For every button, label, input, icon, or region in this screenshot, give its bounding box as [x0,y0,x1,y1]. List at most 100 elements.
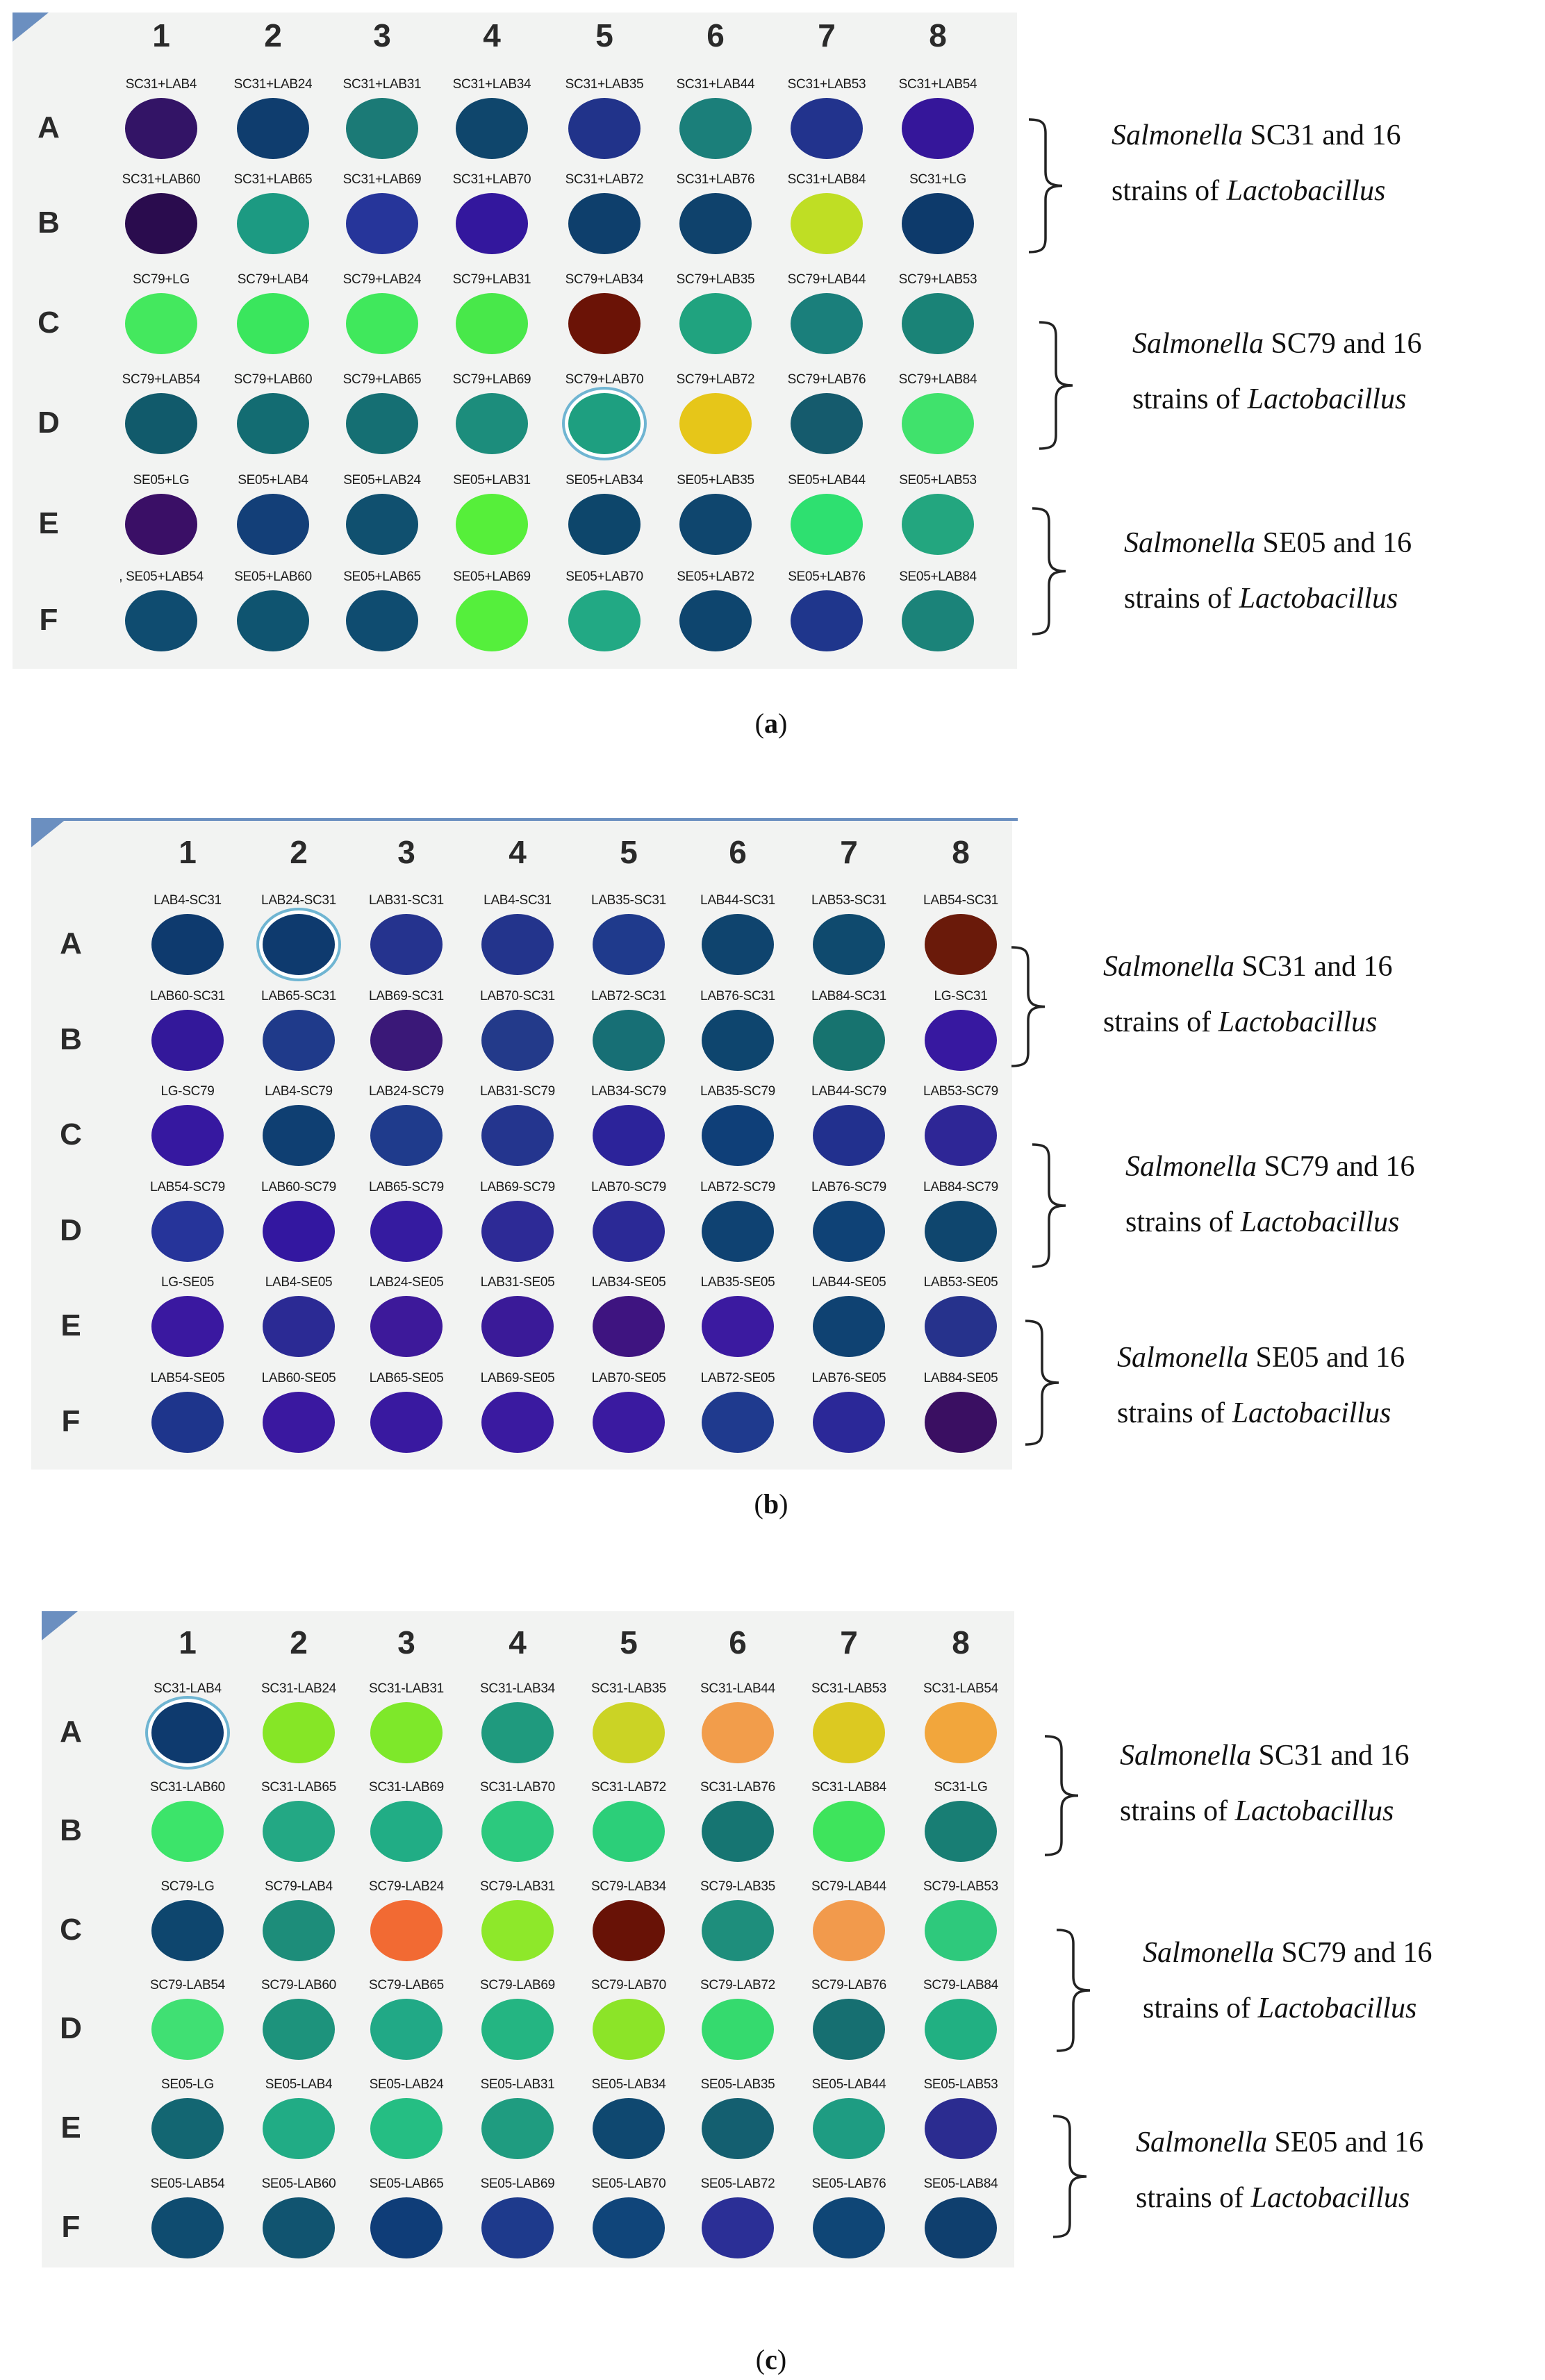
annotation-line-2: strains of Lactobacillus [1120,1795,1394,1827]
row-letter: C [38,306,60,340]
well [568,293,641,354]
column-number: 6 [729,834,747,870]
well-label: SE05+LAB76 [788,569,866,584]
row-letter: A [38,110,60,144]
column-number: 8 [929,17,947,53]
well-label: SC79+LAB24 [342,272,422,287]
column-number: 3 [397,1624,415,1661]
well [702,1801,774,1862]
column-number: 4 [483,17,501,53]
annotation-line-2: strains of Lactobacillus [1103,1006,1378,1038]
well-label: SE05+LAB60 [234,569,312,584]
well [791,293,863,354]
well-label: LAB60-SC31 [150,989,225,1004]
well-label: SC79+LG [133,272,190,287]
well-label: SC79-LAB60 [261,1978,336,1992]
well [481,2098,554,2159]
well [702,2098,774,2159]
annotation-line-1: Salmonella SC79 and 16 [1132,328,1422,360]
column-number: 7 [818,17,836,53]
well [593,1801,665,1862]
well [237,98,309,159]
well [593,1201,665,1262]
well [791,98,863,159]
well-label: LAB70-SC31 [480,989,555,1004]
well [593,1702,665,1763]
well-label: SC79-LAB84 [923,1978,998,1992]
well [925,1296,997,1357]
well [702,1702,774,1763]
well-label: LG-SC79 [160,1084,215,1099]
group-annotation: Salmonella SC79 and 16 strains of Lactoba… [1143,1925,1432,2036]
well [370,1296,443,1357]
well [370,1900,443,1961]
well [263,2197,335,2258]
well-label: SC31-LAB69 [369,1780,444,1795]
well-label: LAB65-SE05 [369,1371,444,1385]
well [813,1010,885,1071]
well-label: SC79-LAB35 [700,1879,775,1894]
row-letter: B [38,206,60,240]
well [263,1801,335,1862]
well-label: SC31+LAB4 [125,77,197,92]
well [151,1801,224,1862]
well [925,914,997,975]
well-label: LAB35-SC79 [700,1084,775,1099]
well-label: SC31+LAB65 [233,172,313,187]
well [902,98,974,159]
well [237,293,309,354]
annotation-line-1: Salmonella SC79 and 16 [1125,1151,1415,1183]
well [370,2197,443,2258]
well-label: SC31+LAB24 [233,77,313,92]
well [568,193,641,254]
well [151,2098,224,2159]
well [151,2197,224,2258]
curly-brace [1041,1735,1082,1860]
well-label: SC31-LAB24 [261,1681,336,1696]
well-label: SE05+LAB72 [677,569,754,584]
well [813,1702,885,1763]
well-label: SC79-LAB44 [811,1879,886,1894]
well [125,98,197,159]
well [679,193,752,254]
well [456,293,528,354]
well-label: SE05-LAB24 [369,2077,444,2092]
well-label: SE05-LAB35 [700,2077,775,2092]
row-letter: D [60,2011,82,2045]
well [237,494,309,555]
well [370,1702,443,1763]
well [481,1900,554,1961]
well-label: LAB35-SC31 [591,893,666,908]
well-label: LAB76-SE05 [811,1371,886,1385]
group-annotation: Salmonella SC31 and 16 strains of Lactoba… [1120,1728,1410,1839]
well [151,1105,224,1166]
well [925,1010,997,1071]
well-label: LAB84-SC79 [923,1180,998,1195]
well [237,590,309,651]
well-label: LAB84-SC31 [811,989,886,1004]
well-label: SC79+LAB84 [898,372,977,387]
well [481,1296,554,1357]
well [593,1999,665,2060]
well [263,1105,335,1166]
well-label: LAB60-SC79 [261,1180,336,1195]
well-label: SC31-LAB72 [591,1780,666,1795]
well-label: SC79-LAB53 [923,1879,998,1894]
well [456,98,528,159]
annotation-line-2: strains of Lactobacillus [1143,1992,1417,2024]
annotation-line-2: strains of Lactobacillus [1136,2182,1410,2214]
well-label: SC31+LAB69 [342,172,422,187]
panel-caption: (a) [754,708,788,739]
well [813,1392,885,1453]
well [791,393,863,454]
annotation-line-1: Salmonella SC79 and 16 [1143,1937,1432,1969]
well-label: SE05-LAB44 [811,2077,886,2092]
well-label: LAB65-SC31 [261,989,336,1004]
panel-caption: (b) [754,1488,788,1520]
well [151,1296,224,1357]
well [925,1105,997,1166]
row-letter: E [60,1308,81,1342]
well-label: SC31+LAB76 [676,172,755,187]
curly-brace [1007,946,1049,1071]
well [568,590,641,651]
